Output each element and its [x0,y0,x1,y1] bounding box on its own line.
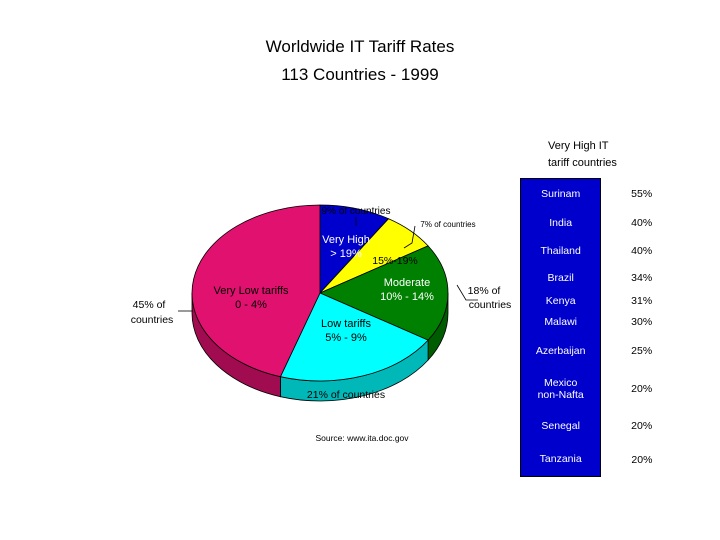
leader-line-high [403,225,416,249]
pie-slice-2 [318,245,449,341]
share-label-very-low-2: countries [131,314,174,326]
table-row: Mexico non-Nafta 20% [519,368,683,409]
table-header-line-2: tariff countries [548,157,617,169]
rate-cell: 20% [600,368,683,409]
pie-top [191,204,449,382]
slice-label-4-0: Very Low tariffs [214,285,289,297]
chart-title: Worldwide IT Tariff Rates [265,37,455,56]
country-cell: Brazil [519,265,602,291]
slice-label-2-1: 10% - 14% [380,291,434,303]
country-cell: Malawi [519,310,602,333]
table-row: Tanzania 20% [519,442,683,477]
country-cell: Kenya [519,290,602,311]
country-cell-line: non-Nafta [537,388,584,401]
slice-label-3-0: Low tariffs [321,318,371,330]
share-label-high: 7% of countries [420,220,475,229]
table-row: Thailand 40% [519,236,683,266]
share-label-low: 21% of countries [307,389,385,401]
pie-slice-4 [191,204,321,378]
chart-subtitle: 113 Countries - 1999 [281,65,439,84]
country-cell: Thailand [519,236,602,266]
source-note: Source: www.ita.doc.gov [315,433,409,443]
very-high-tariff-table: Surinam 55% India 40% Thailand 40% Brazil 34% Ke… [519,178,683,477]
slice-label-4-1: 0 - 4% [235,299,267,311]
rate-cell: 34% [600,265,683,291]
slice-label-0-1: > 19% [330,248,362,260]
country-cell: India [519,209,602,237]
slice-label-0-0: Very High [322,234,370,246]
share-label-moderate-2: countries [469,299,512,311]
rate-cell: 20% [600,442,683,477]
table-row: India 40% [519,209,683,237]
leader-line-moderate [456,284,478,301]
country-cell: Mexico non-Nafta [519,368,602,409]
table-row: Surinam 55% [519,178,683,210]
slice-label-2-0: Moderate [384,277,430,289]
rate-cell: 40% [600,236,683,266]
table-row: Azerbaijan 25% [519,332,683,369]
slice-label-1-0: 15%-19% [372,255,418,267]
table-row: Brazil 34% [519,265,683,291]
rate-cell: 20% [600,408,683,443]
country-cell: Senegal [519,408,602,443]
country-cell: Tanzania [519,442,602,477]
pie-slice-3 [279,292,429,382]
share-label-very-low-1: 45% of [133,299,166,311]
rate-cell: 55% [600,178,683,210]
country-cell: Azerbaijan [519,332,602,369]
country-cell-line: Mexico [544,376,578,389]
share-label-moderate-1: 18% of [468,285,501,297]
country-cell: Surinam [519,178,602,210]
rate-cell: 30% [600,310,683,333]
rate-cell: 40% [600,209,683,237]
share-label-very-high: 9% of countries [322,206,391,217]
table-row: Senegal 20% [519,408,683,443]
rate-cell: 31% [600,290,683,311]
table-row: Kenya 31% [519,290,683,311]
table-header-line-1: Very High IT [548,140,609,152]
table-row: Malawi 30% [519,310,683,333]
rate-cell: 25% [600,332,683,369]
slice-label-3-1: 5% - 9% [325,332,367,344]
table-header: Very High IT tariff countries [548,138,617,172]
